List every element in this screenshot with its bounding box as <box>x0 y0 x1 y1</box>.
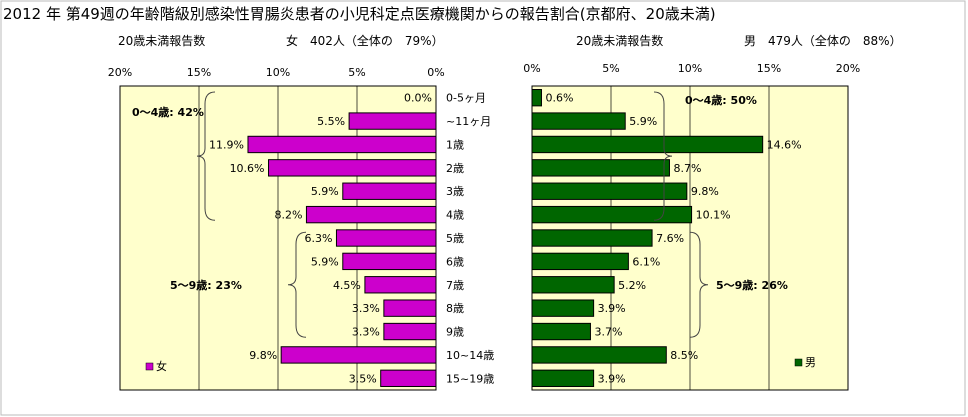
right-bar <box>531 205 693 224</box>
left-x-tick-label: 15% <box>187 66 211 79</box>
left-data-label: 0.0% <box>404 92 432 105</box>
category-label: 6歳 <box>446 255 464 268</box>
right-data-label: 9.8% <box>691 185 719 198</box>
left-data-label: 3.3% <box>352 302 380 315</box>
category-label: 1歳 <box>446 138 464 151</box>
left-data-label: 8.2% <box>274 209 302 222</box>
left-data-label: 5.9% <box>311 255 339 268</box>
left-data-label: 6.3% <box>305 232 333 245</box>
category-label: 2歳 <box>446 162 464 175</box>
right-x-tick-label: 20% <box>836 62 860 75</box>
left-x-tick-label: 20% <box>108 66 132 79</box>
left-x-tick-label: 0% <box>427 66 444 79</box>
left-age-group-label: 5～9歳: 23% <box>170 278 242 292</box>
right-bar <box>531 252 629 271</box>
category-label: 0-5ヶ月 <box>446 92 486 105</box>
left-subtitle-count: 女 402人（全体の 79%） <box>286 34 444 48</box>
right-data-label: 7.6% <box>656 232 684 245</box>
left-data-label: 11.9% <box>209 138 244 151</box>
left-bar <box>380 369 437 387</box>
right-bar <box>531 299 595 317</box>
left-bar <box>280 346 437 364</box>
right-subtitle-count: 男 479人（全体の 88%） <box>744 34 902 48</box>
right-x-tick-label: 10% <box>678 62 702 75</box>
left-bar <box>335 229 437 247</box>
right-data-label: 6.1% <box>632 255 660 268</box>
right-data-label: 5.2% <box>618 279 646 292</box>
left-legend-swatch <box>145 362 154 371</box>
category-label: 3歳 <box>446 185 464 198</box>
left-data-label: 5.9% <box>311 185 339 198</box>
right-subtitle-label: 20歳未満報告数 <box>576 34 664 48</box>
chart-title: 2012 年 第49週の年齢階級別感染性胃腸炎患者の小児科定点医療機関からの報告… <box>3 5 716 23</box>
right-bar <box>531 369 595 387</box>
left-age-group-bracket <box>287 231 307 338</box>
right-age-group-bracket <box>689 231 709 338</box>
right-bar <box>531 276 615 294</box>
category-label: 15~19歳 <box>446 372 494 385</box>
category-label: 9歳 <box>446 326 464 339</box>
right-data-label: 0.6% <box>545 92 573 105</box>
right-data-label: 3.9% <box>598 302 626 315</box>
right-legend-swatch <box>794 358 803 367</box>
category-label: 8歳 <box>446 302 464 315</box>
left-bar <box>348 112 437 130</box>
left-bar <box>383 322 437 341</box>
category-label: 7歳 <box>446 279 464 292</box>
right-bar <box>531 159 670 177</box>
left-bar <box>364 276 437 294</box>
right-bar <box>531 229 653 247</box>
right-data-label: 3.7% <box>594 326 622 339</box>
left-subtitle-label: 20歳未満報告数 <box>118 34 206 48</box>
left-bar <box>383 299 437 317</box>
left-legend-label: 女 <box>156 359 167 373</box>
left-bar <box>247 135 437 154</box>
left-data-label: 3.5% <box>349 372 377 385</box>
right-data-label: 8.5% <box>670 349 698 362</box>
right-x-tick-label: 0% <box>523 62 540 75</box>
left-data-label: 9.8% <box>249 349 277 362</box>
right-bar <box>531 182 688 200</box>
category-label: 4歳 <box>446 209 464 222</box>
right-data-label: 8.7% <box>673 162 701 175</box>
right-age-group-label: 5～9歳: 26% <box>716 278 788 292</box>
category-label: 5歳 <box>446 232 464 245</box>
left-x-tick-label: 5% <box>348 66 365 79</box>
right-age-group-bracket <box>653 91 673 221</box>
right-bar <box>531 89 542 107</box>
right-data-label: 10.1% <box>696 209 731 222</box>
category-label: 10~14歳 <box>446 349 494 362</box>
left-data-label: 4.5% <box>333 279 361 292</box>
right-bar <box>531 346 667 364</box>
left-age-group-label: 0～4歳: 42% <box>132 105 204 119</box>
left-data-label: 3.3% <box>352 326 380 339</box>
right-legend-label: 男 <box>805 356 816 369</box>
right-bar <box>531 135 764 154</box>
left-bar <box>342 252 437 271</box>
right-x-tick-label: 5% <box>602 62 619 75</box>
right-x-tick-label: 15% <box>757 62 781 75</box>
right-data-label: 14.6% <box>767 138 802 151</box>
left-bar <box>342 182 437 200</box>
left-x-tick-label: 10% <box>266 66 290 79</box>
left-bar <box>305 205 437 224</box>
right-bar <box>531 112 626 130</box>
right-bar <box>531 322 591 341</box>
category-label: ~11ヶ月 <box>446 115 491 128</box>
right-data-label: 3.9% <box>598 372 626 385</box>
left-bar <box>268 159 437 177</box>
left-data-label: 10.6% <box>230 162 265 175</box>
left-age-group-bracket <box>196 91 216 221</box>
right-age-group-label: 0～4歳: 50% <box>685 93 757 107</box>
right-data-label: 5.9% <box>629 115 657 128</box>
left-data-label: 5.5% <box>317 115 345 128</box>
